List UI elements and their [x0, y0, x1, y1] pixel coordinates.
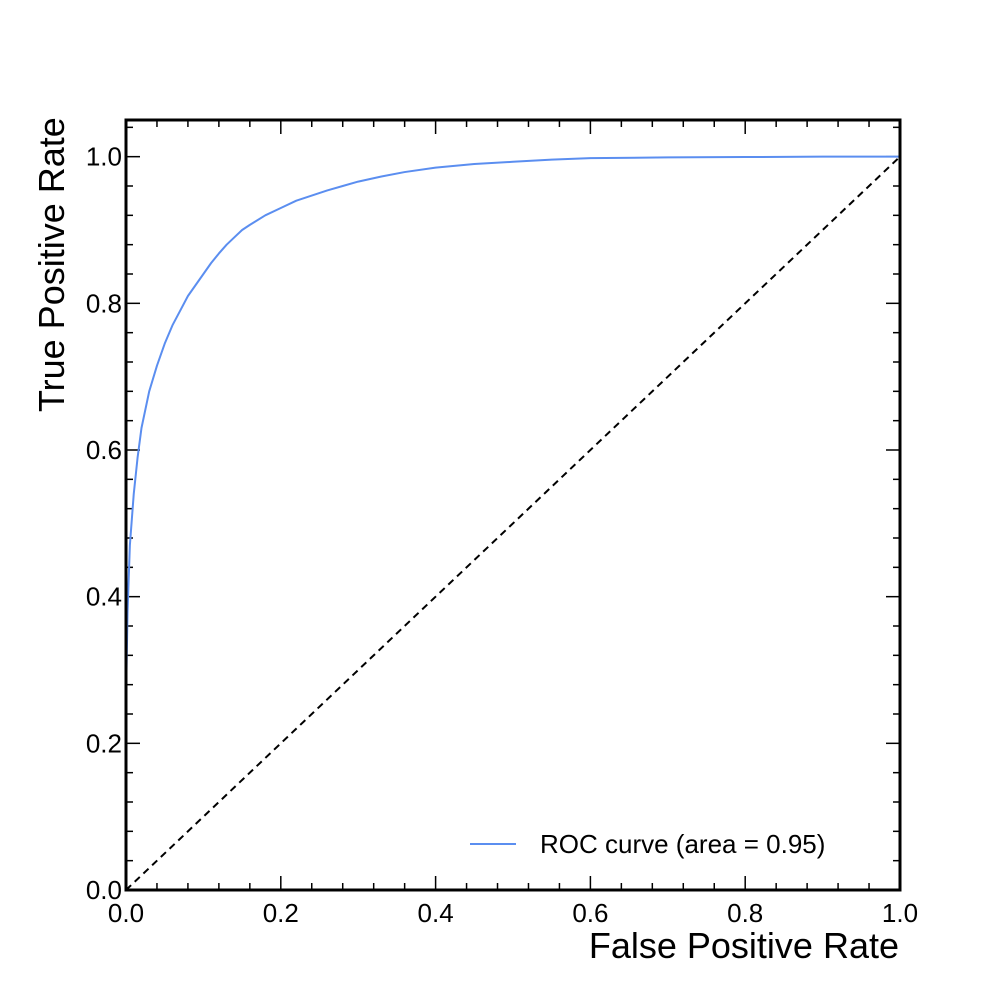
y-tick-label: 0.2	[86, 728, 122, 758]
y-tick-label: 1.0	[86, 142, 122, 172]
y-tick-label: 0.0	[86, 875, 122, 905]
legend: ROC curve (area = 0.95)	[470, 829, 825, 859]
x-tick-label: 1.0	[882, 898, 918, 928]
x-tick-label: 0.2	[263, 898, 299, 928]
x-tick-label: 0.0	[108, 898, 144, 928]
chance-diagonal-line	[125, 155, 901, 891]
y-axis-label: True Positive Rate	[31, 117, 72, 412]
y-tick-label: 0.8	[86, 288, 122, 318]
series-lines	[125, 155, 901, 891]
x-tick-label: 0.8	[727, 898, 763, 928]
x-tick-label: 0.4	[418, 898, 454, 928]
legend-label-roc: ROC curve (area = 0.95)	[540, 829, 825, 859]
y-tick-label: 0.4	[86, 582, 122, 612]
plot-frame	[124, 118, 902, 892]
x-tick-label: 0.6	[572, 898, 608, 928]
tick-marks	[125, 120, 901, 891]
tick-labels: 0.0 0.2 0.4 0.6 0.8 1.0 0.0 0.2 0.4 0.6 0.8 1.0	[86, 142, 918, 928]
roc-curve-line	[125, 155, 900, 890]
y-tick-label: 0.6	[86, 435, 122, 465]
x-axis-label: False Positive Rate	[589, 925, 899, 966]
